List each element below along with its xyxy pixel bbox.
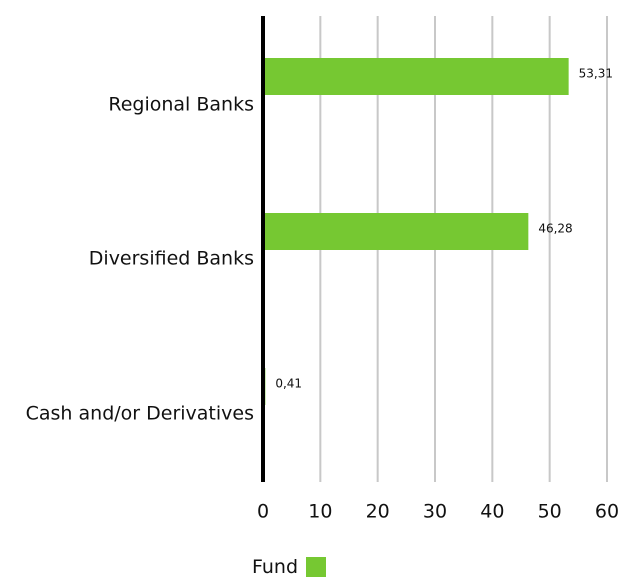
category-label: Regional Banks (108, 94, 254, 116)
legend-swatch (306, 557, 327, 577)
x-tick-label: 40 (480, 501, 504, 523)
data-label: 53,31 (579, 67, 613, 81)
category-labels: Regional Banks Diversified Banks Cash and/… (26, 94, 254, 425)
bar-regional-banks (263, 58, 569, 95)
data-label: 0,41 (275, 377, 302, 391)
x-tick-label: 0 (257, 501, 269, 523)
data-label: 46,28 (538, 222, 572, 236)
legend: Fund (252, 556, 327, 578)
x-tick-label: 20 (366, 501, 390, 523)
x-tick-label: 30 (423, 501, 447, 523)
x-tick-label: 10 (308, 501, 332, 523)
x-tick-label: 50 (538, 501, 562, 523)
category-label: Cash and/or Derivatives (26, 403, 254, 425)
x-tick-label: 60 (595, 501, 619, 523)
category-label: Diversified Banks (89, 248, 254, 270)
data-labels: 53,31 46,28 0,41 (275, 67, 613, 391)
bars (263, 58, 569, 405)
legend-label: Fund (252, 556, 299, 578)
bar-diversified-banks (263, 213, 529, 250)
x-tick-labels: 0 10 20 30 40 50 60 (257, 501, 619, 523)
